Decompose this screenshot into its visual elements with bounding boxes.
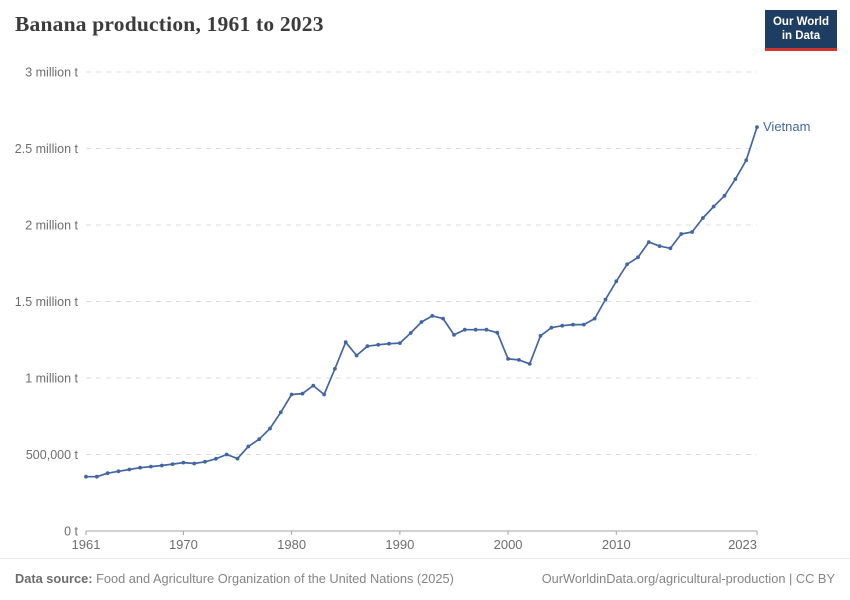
- data-point: [495, 330, 500, 335]
- y-axis-label: 0 t: [64, 525, 78, 539]
- data-point: [127, 467, 132, 472]
- data-point: [322, 392, 326, 397]
- data-point: [333, 366, 337, 371]
- x-axis-label: 1970: [169, 537, 198, 552]
- data-point: [711, 204, 716, 209]
- data-point: [592, 316, 597, 321]
- data-point: [636, 255, 640, 260]
- data-point: [408, 331, 413, 335]
- footer-source: Data source: Food and Agriculture Organi…: [15, 571, 454, 599]
- y-axis-label: 2 million t: [25, 219, 78, 233]
- x-axis-label: 2023: [728, 537, 757, 552]
- data-point: [668, 246, 673, 251]
- data-point: [560, 323, 565, 328]
- data-point: [755, 125, 759, 129]
- chart-footer: Data source: Food and Agriculture Organi…: [0, 558, 850, 599]
- y-axis-label: 500,000 t: [26, 448, 79, 462]
- data-point: [343, 340, 348, 345]
- data-point: [257, 437, 262, 442]
- y-axis-label: 1.5 million t: [15, 295, 79, 309]
- data-point: [603, 297, 608, 302]
- data-point: [581, 322, 586, 327]
- data-point: [517, 358, 521, 362]
- data-point: [506, 357, 510, 361]
- data-point: [625, 262, 629, 267]
- data-point: [268, 426, 272, 431]
- data-point: [646, 240, 651, 245]
- data-point: [311, 383, 316, 388]
- x-axis-label: 1980: [277, 537, 306, 552]
- data-point: [365, 344, 370, 349]
- data-point: [159, 463, 164, 468]
- data-point: [744, 158, 749, 163]
- owid-logo-line2: in Data: [781, 30, 821, 43]
- data-point: [105, 471, 110, 476]
- data-point: [733, 177, 738, 182]
- data-point: [690, 230, 694, 234]
- x-axis-label: 2010: [602, 537, 631, 552]
- footer-source-label: Data source:: [15, 571, 93, 586]
- data-point: [462, 327, 467, 332]
- data-point: [354, 353, 359, 358]
- data-point: [398, 341, 402, 345]
- footer-credit[interactable]: OurWorldinData.org/agricultural-producti…: [541, 571, 835, 586]
- page-title: Banana production, 1961 to 2023: [15, 12, 324, 36]
- data-point: [527, 362, 532, 366]
- data-point: [300, 391, 305, 396]
- owid-logo[interactable]: Our World in Data: [764, 10, 837, 51]
- data-point: [614, 279, 619, 284]
- data-point: [192, 461, 197, 466]
- data-point: [181, 460, 186, 465]
- data-point: [94, 474, 99, 479]
- series-end-label: Vietnam: [763, 119, 810, 134]
- data-point: [538, 333, 543, 338]
- x-axis-label: 1990: [385, 537, 414, 552]
- x-axis-label: 1961: [72, 537, 101, 552]
- data-point: [214, 456, 218, 461]
- data-point: [387, 341, 391, 346]
- data-point: [549, 325, 554, 330]
- data-point: [149, 464, 153, 469]
- footer-source-text: Food and Agriculture Organization of the…: [92, 571, 454, 586]
- data-point: [419, 320, 424, 324]
- data-point: [278, 410, 283, 415]
- data-point: [246, 444, 251, 449]
- data-point: [289, 392, 294, 397]
- owid-logo-line1: Our World: [772, 16, 829, 28]
- data-point: [138, 465, 143, 470]
- data-point: [484, 327, 489, 332]
- data-point: [116, 469, 121, 474]
- data-point: [701, 216, 705, 220]
- data-point: [203, 459, 207, 464]
- data-point: [224, 452, 229, 457]
- data-point: [473, 327, 478, 332]
- y-axis-label: 2.5 million t: [15, 142, 79, 156]
- data-point: [571, 322, 575, 327]
- data-point: [84, 474, 88, 479]
- y-axis-label: 3 million t: [25, 66, 78, 80]
- data-point: [430, 314, 435, 318]
- x-axis-label: 2000: [494, 537, 523, 552]
- data-point: [235, 456, 240, 461]
- data-point: [441, 316, 445, 321]
- y-axis-label: 1 million t: [25, 372, 78, 386]
- data-point: [452, 333, 456, 337]
- data-point: [170, 462, 175, 466]
- data-point: [657, 244, 662, 249]
- data-point: [376, 342, 381, 347]
- data-point: [679, 232, 684, 236]
- data-point: [722, 193, 727, 198]
